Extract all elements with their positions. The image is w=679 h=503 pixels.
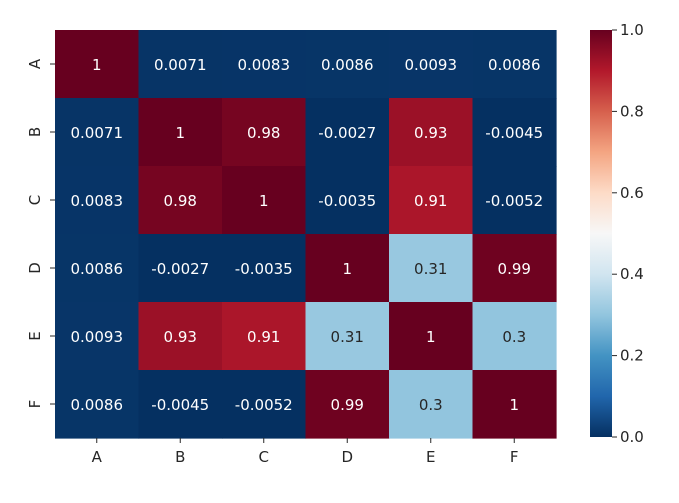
x-tick-label: A: [92, 448, 103, 466]
cell-label: 0.31: [331, 328, 364, 346]
heatmap-cell: [55, 234, 140, 303]
heatmap-cell: [389, 302, 474, 371]
heatmap-cell: [472, 370, 557, 439]
colorbar-tick-label: 1.0: [620, 21, 644, 39]
cell-label: -0.0052: [235, 396, 293, 414]
cell-label: 1: [92, 56, 102, 74]
heatmap-cell: [472, 234, 557, 303]
heatmap-cell: [138, 302, 223, 371]
y-tick-label: C: [26, 195, 44, 205]
cell-label: 0.0083: [71, 192, 124, 210]
y-axis: A B C D E F: [26, 58, 55, 408]
cell-label: -0.0045: [485, 124, 543, 142]
cell-label: -0.0035: [318, 192, 376, 210]
cell-label: 1: [509, 396, 519, 414]
heatmap-cell: [389, 166, 474, 235]
cell-label: 0.98: [247, 124, 280, 142]
heatmap-cell: [305, 370, 390, 439]
x-tick-label: F: [510, 448, 519, 466]
heatmap-cell: [222, 98, 307, 167]
y-tick-label: F: [26, 400, 44, 409]
x-tick-label: D: [341, 448, 353, 466]
x-tick-label: E: [426, 448, 435, 466]
cell-label: 1: [342, 260, 352, 278]
cell-label: 0.31: [414, 260, 447, 278]
cell-label: 0.0086: [71, 396, 124, 414]
heatmap-cell: [55, 370, 140, 439]
heatmap-cell: [305, 30, 390, 99]
heatmap-cell: [55, 98, 140, 167]
heatmap-cell: [389, 98, 474, 167]
cell-label: 0.0086: [71, 260, 124, 278]
cell-label: 0.3: [419, 396, 443, 414]
heatmap-cell: [55, 166, 140, 235]
x-tick-label: C: [259, 448, 269, 466]
cell-label: 0.93: [164, 328, 197, 346]
heatmap-cell: [222, 302, 307, 371]
heatmap-cell: [305, 166, 390, 235]
heatmap-cell: [138, 370, 223, 439]
heatmap-cell: [389, 234, 474, 303]
x-tick-label: B: [175, 448, 185, 466]
cell-label: 0.0071: [71, 124, 124, 142]
heatmap-cell: [305, 234, 390, 303]
cell-label: -0.0045: [151, 396, 209, 414]
heatmap-cell: [222, 166, 307, 235]
y-tick-label: D: [26, 262, 44, 274]
heatmap-cell: [222, 234, 307, 303]
heatmap-cell: [305, 98, 390, 167]
cell-label: 0.3: [502, 328, 526, 346]
colorbar-tick-label: 0.0: [620, 428, 644, 446]
colorbar-tick-label: 0.4: [620, 265, 644, 283]
x-axis: A B C D E F: [92, 438, 519, 466]
heatmap-cell: [389, 30, 474, 99]
cell-label: 1: [426, 328, 436, 346]
cell-label: 0.99: [498, 260, 531, 278]
cell-label: -0.0035: [235, 260, 293, 278]
colorbar-tick-label: 0.6: [620, 184, 644, 202]
heatmap-cell: [222, 370, 307, 439]
colorbar-gradient: [590, 30, 612, 437]
heatmap-cell: [222, 30, 307, 99]
colorbar-tick-label: 0.2: [620, 347, 644, 365]
heatmap-cell: [138, 98, 223, 167]
heatmap-cell: [472, 302, 557, 371]
cell-label: 0.0093: [405, 56, 458, 74]
cell-label: 1: [259, 192, 269, 210]
cell-label: -0.0027: [151, 260, 209, 278]
heatmap-cell: [389, 370, 474, 439]
heatmap-cell-labels: 1 0.0071 0.0083 0.0086 0.0093 0.0086 0.0071 1 0.…: [71, 56, 544, 414]
cell-label: 0.0086: [488, 56, 541, 74]
heatmap-cell: [472, 98, 557, 167]
cell-label: 0.0083: [238, 56, 291, 74]
heatmap-cell: [138, 30, 223, 99]
y-tick-label: E: [26, 331, 44, 340]
heatmap-cell: [472, 30, 557, 99]
heatmap-cell: [138, 166, 223, 235]
cell-label: 0.0093: [71, 328, 124, 346]
cell-label: 0.0086: [321, 56, 374, 74]
cell-label: 0.91: [247, 328, 280, 346]
cell-label: 0.98: [164, 192, 197, 210]
cell-label: 0.99: [331, 396, 364, 414]
cell-label: 0.0071: [154, 56, 207, 74]
heatmap-cell: [138, 234, 223, 303]
y-tick-label: A: [26, 58, 44, 69]
heatmap-cell: [472, 166, 557, 235]
heatmap-cell: [55, 302, 140, 371]
heatmap-cells: [55, 30, 557, 439]
heatmap-cell: [55, 30, 140, 99]
cell-label: -0.0052: [485, 192, 543, 210]
heatmap-cell: [305, 302, 390, 371]
colorbar: 0.0 0.2 0.4 0.6 0.8 1.0: [590, 21, 644, 446]
cell-label: 1: [175, 124, 185, 142]
cell-label: 0.91: [414, 192, 447, 210]
cell-label: -0.0027: [318, 124, 376, 142]
y-tick-label: B: [26, 127, 44, 137]
cell-label: 0.93: [414, 124, 447, 142]
colorbar-tick-label: 0.8: [620, 102, 644, 120]
